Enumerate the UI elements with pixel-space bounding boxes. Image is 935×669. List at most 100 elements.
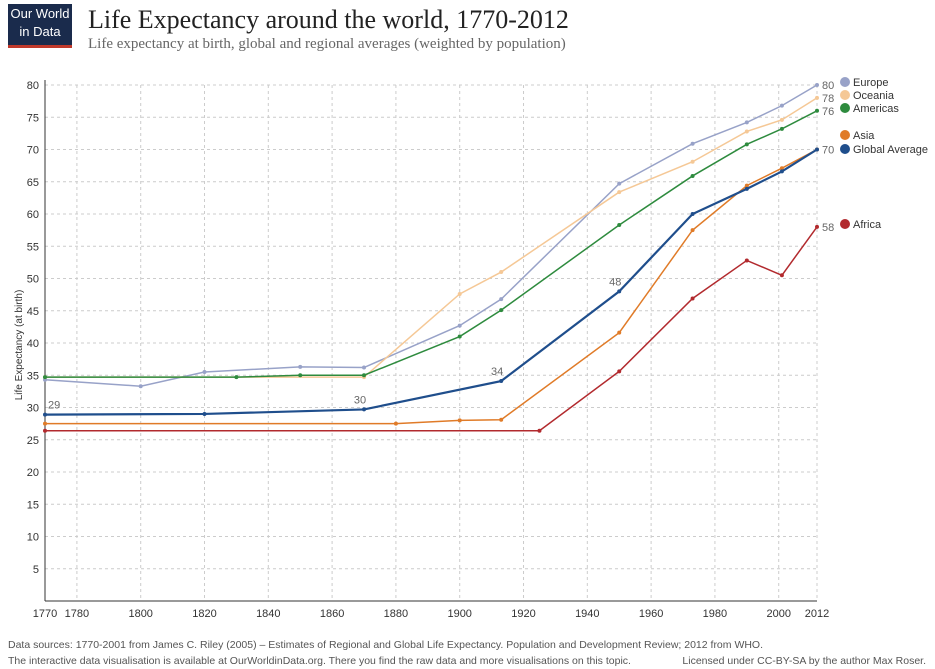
point — [617, 190, 622, 195]
legend-label: Europe — [853, 77, 888, 89]
x-tick-label: 1960 — [639, 608, 663, 620]
point — [815, 147, 819, 152]
chart-subtitle: Life expectancy at birth, global and reg… — [88, 36, 566, 52]
point — [43, 412, 47, 417]
point — [617, 369, 622, 374]
point — [362, 373, 367, 378]
logo-text: Our World — [11, 6, 70, 21]
logo-text: in Data — [19, 24, 61, 39]
point — [393, 421, 398, 426]
data-label: 76 — [822, 106, 834, 118]
point — [617, 289, 622, 294]
point — [779, 103, 784, 108]
y-tick-label: 20 — [27, 467, 39, 479]
chart-title: Life Expectancy around the world, 1770-2… — [88, 5, 569, 34]
point — [202, 411, 207, 416]
x-tick-label: 1800 — [128, 608, 152, 620]
y-tick-label: 35 — [27, 370, 39, 382]
point — [298, 373, 303, 378]
point — [362, 407, 367, 412]
point — [815, 108, 819, 113]
point — [744, 258, 749, 263]
data-label: 30 — [354, 394, 366, 406]
legend-marker — [840, 144, 850, 154]
point — [779, 169, 784, 174]
point — [298, 364, 303, 369]
point — [744, 142, 749, 147]
x-tick-label: 1780 — [65, 608, 89, 620]
legend-marker — [840, 103, 850, 113]
point — [779, 126, 784, 131]
point — [744, 186, 749, 191]
point — [457, 291, 462, 296]
y-tick-label: 60 — [27, 209, 39, 221]
y-tick-label: 10 — [27, 532, 39, 544]
x-tick-label: 1900 — [447, 608, 471, 620]
point — [499, 270, 504, 275]
point — [499, 297, 504, 302]
point — [690, 228, 695, 233]
point — [457, 418, 462, 423]
footer-license: Licensed under CC-BY-SA by the author Ma… — [682, 655, 926, 667]
point — [537, 428, 542, 433]
legend-marker — [840, 90, 850, 100]
legend-label: Americas — [853, 103, 899, 115]
point — [617, 330, 622, 335]
logo-box — [8, 4, 72, 48]
y-tick-label: 65 — [27, 177, 39, 189]
x-tick-label: 1820 — [192, 608, 216, 620]
point — [499, 379, 504, 384]
point — [499, 417, 504, 422]
y-tick-label: 40 — [27, 338, 39, 350]
y-tick-label: 50 — [27, 274, 39, 286]
legend-marker — [840, 77, 850, 87]
point — [43, 428, 47, 433]
footer-sources: Data sources: 1770-2001 from James C. Ri… — [8, 639, 763, 651]
data-label: 80 — [822, 80, 834, 92]
legend-marker — [840, 219, 850, 229]
y-tick-label: 15 — [27, 499, 39, 511]
point — [815, 95, 819, 100]
point — [457, 334, 462, 339]
point — [744, 129, 749, 134]
legend-label: Oceania — [853, 90, 895, 102]
legend-label: Global Average — [853, 144, 928, 156]
line — [45, 110, 818, 378]
point — [779, 117, 784, 122]
line — [44, 84, 818, 387]
point — [138, 384, 143, 389]
x-tick-label: 2000 — [766, 608, 790, 620]
point — [779, 273, 784, 278]
y-tick-label: 55 — [27, 241, 39, 253]
x-tick-label: 1980 — [703, 608, 727, 620]
point — [690, 296, 695, 301]
point — [690, 173, 695, 178]
data-label: 29 — [48, 400, 60, 412]
y-tick-label: 75 — [27, 112, 39, 124]
point — [815, 224, 819, 229]
legend-label: Africa — [853, 219, 882, 231]
x-tick-label: 1840 — [256, 608, 280, 620]
x-tick-label: 1860 — [320, 608, 344, 620]
data-label: 70 — [822, 145, 834, 157]
y-tick-label: 5 — [33, 564, 39, 576]
line — [45, 226, 818, 432]
x-tick-label: 1770 — [33, 608, 57, 620]
point — [457, 323, 462, 328]
point — [362, 365, 367, 370]
data-label: 34 — [491, 366, 503, 378]
y-tick-label: 25 — [27, 435, 39, 447]
point — [234, 375, 239, 380]
point — [43, 375, 47, 380]
x-tick-label: 1880 — [384, 608, 408, 620]
point — [690, 159, 695, 164]
y-tick-label: 80 — [27, 80, 39, 92]
point — [744, 183, 749, 188]
y-tick-label: 45 — [27, 306, 39, 318]
point — [690, 212, 695, 216]
point — [617, 222, 622, 227]
point — [43, 421, 47, 426]
point — [202, 370, 207, 375]
point — [499, 308, 504, 313]
